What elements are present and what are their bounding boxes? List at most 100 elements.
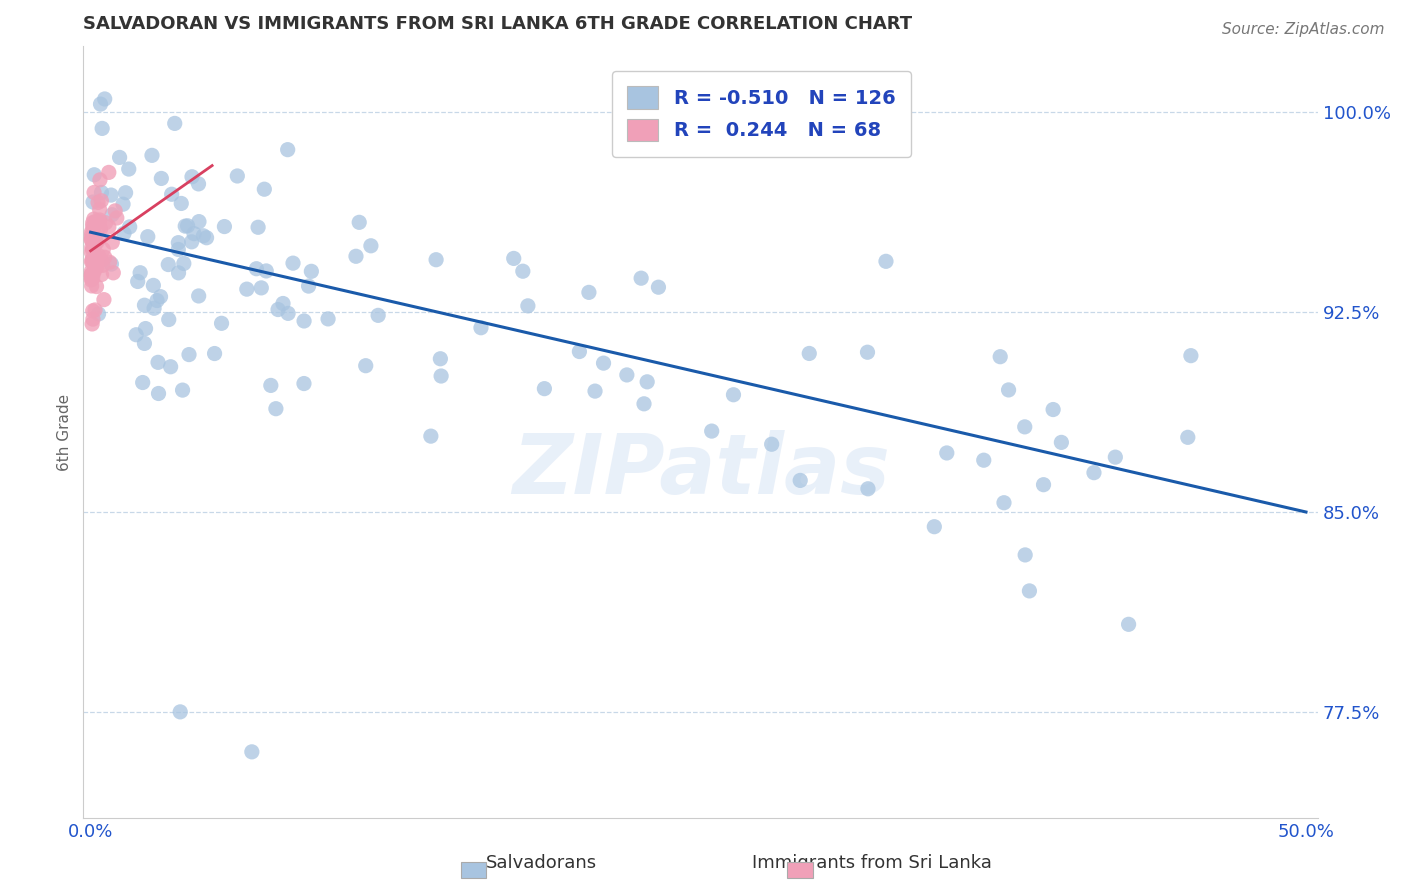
- Point: [82, 235, 104, 250]
- Legend: R = -0.510   N = 126, R =  0.244   N = 68: R = -0.510 N = 126, R = 0.244 N = 68: [612, 70, 911, 157]
- Point: [148, 386, 170, 401]
- Point: [86, 223, 108, 237]
- Point: [299, 264, 322, 278]
- Point: [254, 264, 277, 278]
- Point: [160, 187, 183, 202]
- Point: [935, 446, 957, 460]
- Point: [80, 240, 103, 254]
- Point: [94, 250, 117, 264]
- Point: [84, 254, 107, 268]
- Point: [82, 253, 104, 268]
- Point: [761, 437, 783, 451]
- Point: [83, 258, 105, 272]
- Point: [80, 273, 103, 287]
- Point: [592, 356, 614, 370]
- Point: [84, 302, 107, 317]
- Point: [90, 186, 112, 200]
- Point: [98, 255, 121, 269]
- Point: [118, 219, 141, 234]
- Point: [169, 705, 191, 719]
- Point: [89, 202, 111, 217]
- Point: [134, 336, 156, 351]
- Text: ZIPatlas: ZIPatlas: [512, 430, 890, 511]
- Point: [1014, 548, 1036, 562]
- Point: [87, 252, 110, 266]
- Point: [360, 239, 382, 253]
- Point: [141, 148, 163, 162]
- Point: [112, 197, 135, 211]
- Point: [93, 293, 115, 307]
- Point: [80, 264, 103, 278]
- Point: [253, 182, 276, 196]
- Point: [97, 165, 120, 179]
- Point: [82, 221, 104, 235]
- Point: [344, 249, 367, 263]
- Point: [723, 388, 745, 402]
- Point: [146, 293, 169, 308]
- Point: [86, 279, 108, 293]
- Point: [136, 229, 159, 244]
- Point: [93, 92, 115, 106]
- Y-axis label: 6th Grade: 6th Grade: [58, 393, 72, 471]
- Point: [84, 214, 107, 228]
- Point: [163, 116, 186, 130]
- Point: [533, 382, 555, 396]
- Point: [91, 243, 114, 257]
- Point: [87, 195, 110, 210]
- Point: [82, 271, 104, 285]
- Point: [425, 252, 447, 267]
- Text: Salvadorans: Salvadorans: [485, 855, 598, 872]
- Point: [89, 213, 111, 227]
- Point: [177, 348, 200, 362]
- Point: [167, 243, 190, 257]
- Point: [174, 219, 197, 234]
- Point: [149, 290, 172, 304]
- Point: [91, 258, 114, 272]
- Point: [114, 186, 136, 200]
- Point: [167, 266, 190, 280]
- Point: [94, 216, 117, 230]
- Text: Source: ZipAtlas.com: Source: ZipAtlas.com: [1222, 22, 1385, 37]
- Point: [118, 162, 141, 177]
- Point: [292, 376, 315, 391]
- Point: [188, 214, 211, 228]
- Point: [129, 266, 152, 280]
- Point: [167, 235, 190, 250]
- Point: [1177, 430, 1199, 444]
- Point: [1180, 349, 1202, 363]
- Point: [875, 254, 897, 268]
- Point: [512, 264, 534, 278]
- Point: [993, 496, 1015, 510]
- Point: [181, 169, 204, 184]
- Point: [578, 285, 600, 300]
- Point: [82, 317, 104, 331]
- Point: [183, 227, 205, 241]
- Point: [82, 312, 104, 326]
- Point: [856, 345, 879, 359]
- Point: [347, 215, 370, 229]
- Point: [104, 203, 127, 218]
- Point: [97, 219, 120, 234]
- Point: [789, 474, 811, 488]
- Point: [1104, 450, 1126, 464]
- Point: [100, 257, 122, 271]
- Point: [142, 278, 165, 293]
- Point: [103, 266, 125, 280]
- Point: [143, 301, 166, 316]
- Point: [616, 368, 638, 382]
- Point: [91, 121, 114, 136]
- Point: [240, 745, 263, 759]
- Point: [700, 424, 723, 438]
- Point: [924, 519, 946, 533]
- Point: [89, 215, 111, 229]
- Point: [973, 453, 995, 467]
- Point: [134, 298, 156, 312]
- Point: [90, 253, 112, 268]
- Point: [100, 188, 122, 202]
- Point: [87, 307, 110, 321]
- Point: [135, 321, 157, 335]
- Point: [647, 280, 669, 294]
- Point: [354, 359, 377, 373]
- Point: [80, 254, 103, 268]
- Point: [90, 268, 112, 282]
